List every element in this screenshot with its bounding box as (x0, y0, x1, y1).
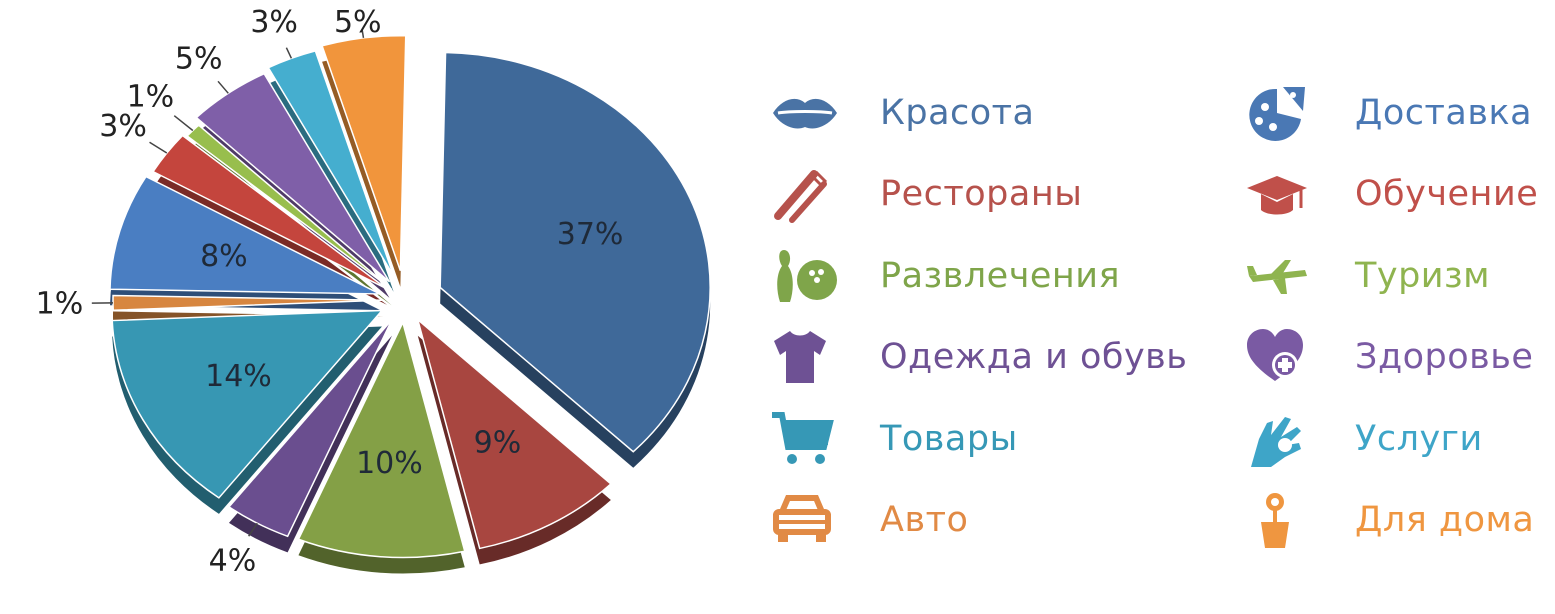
pie-slice (297, 320, 466, 559)
pie-chart-area: 37% 9% 10% 4% 14% 1% 8% 3% 1% 5% 3% 5% (0, 0, 740, 614)
legend-item-zdorovie: Здоровье (1245, 317, 1538, 399)
cart-icon (770, 409, 850, 469)
pie-slice (416, 317, 613, 550)
label-leader-line (361, 29, 365, 39)
legend-label: Туризм (1355, 255, 1491, 296)
legend-item-dostavka: Доставка (1245, 72, 1538, 154)
pie-chart: 37%9%10%4%14%1%8%3%1%5%3% 5% (36, 5, 711, 579)
label-leader-line (285, 47, 293, 59)
legend-label: Обучение (1355, 174, 1539, 215)
pie-slice (195, 72, 391, 283)
flower-pot-icon (1245, 490, 1325, 550)
hand-ok-icon (1245, 409, 1325, 469)
label-leader-line (248, 522, 258, 537)
legend-item-dlya-doma: Для дома (1245, 480, 1538, 562)
pie-data-label: 3% (99, 109, 147, 144)
legend-label: Одежда и обувь (880, 337, 1188, 378)
pie-data-label: 10% (356, 446, 423, 481)
airplane-icon (1245, 246, 1325, 306)
pie-data-label: 3% (250, 5, 298, 40)
pie-slice (111, 309, 384, 499)
legend-column-2: Доставка Обучение Туризм (1245, 72, 1538, 561)
pie-data-label: 5% (175, 42, 223, 77)
pie-data-label: 37% (557, 217, 624, 252)
tshirt-icon (770, 327, 850, 387)
pie-data-label: 1% (127, 80, 175, 115)
pie-slice (267, 50, 395, 277)
legend-label: Для дома (1355, 500, 1535, 541)
legend-item-turizm: Туризм (1245, 235, 1538, 317)
lips-icon (770, 83, 850, 143)
pie-slice (227, 319, 393, 538)
pie-slice (186, 124, 393, 291)
graduation-cap-icon (1245, 164, 1325, 224)
legend-item-uslugi: Услуги (1245, 398, 1538, 480)
pie-data-label: 8% (200, 239, 248, 274)
label-leader-line (217, 80, 229, 94)
pie-data-label: 1% (36, 286, 84, 321)
legend-item-razvlecheniya: Развлечения (770, 235, 1187, 317)
legend-label: Товары (880, 418, 1018, 459)
pie-data-label: 4% (209, 544, 257, 579)
pie-slice (109, 175, 381, 295)
pie-slice (321, 34, 407, 271)
label-leader-line (149, 141, 168, 154)
pie-data-label: 14% (205, 359, 272, 394)
legend-label: Рестораны (880, 174, 1083, 215)
car-icon (770, 490, 850, 550)
legend-item-krasota: Красота (770, 72, 1187, 154)
legend-item-obuchenie: Обучение (1245, 154, 1538, 236)
legend-item-avto: Авто (770, 480, 1187, 562)
heart-plus-icon (1245, 327, 1325, 387)
legend-item-restorany: Рестораны (770, 154, 1187, 236)
legend-label: Авто (880, 500, 969, 541)
bowling-icon (770, 246, 850, 306)
legend-item-odezhda: Одежда и обувь (770, 317, 1187, 399)
legend-label: Доставка (1355, 92, 1533, 133)
legend-label: Услуги (1355, 418, 1483, 459)
legend-label: Развлечения (880, 255, 1121, 296)
pie-data-label: 9% (474, 425, 522, 460)
legend-column-1: Красота Рестораны Развлечения (770, 72, 1187, 561)
pie-data-label: 5% (334, 5, 382, 40)
fork-knife-icon (770, 164, 850, 224)
legend-label: Здоровье (1355, 337, 1534, 378)
pie-slice (439, 51, 711, 453)
label-leader-line (173, 115, 194, 132)
legend-item-tovary: Товары (770, 398, 1187, 480)
pizza-icon (1245, 83, 1325, 143)
legend-label: Красота (880, 92, 1035, 133)
